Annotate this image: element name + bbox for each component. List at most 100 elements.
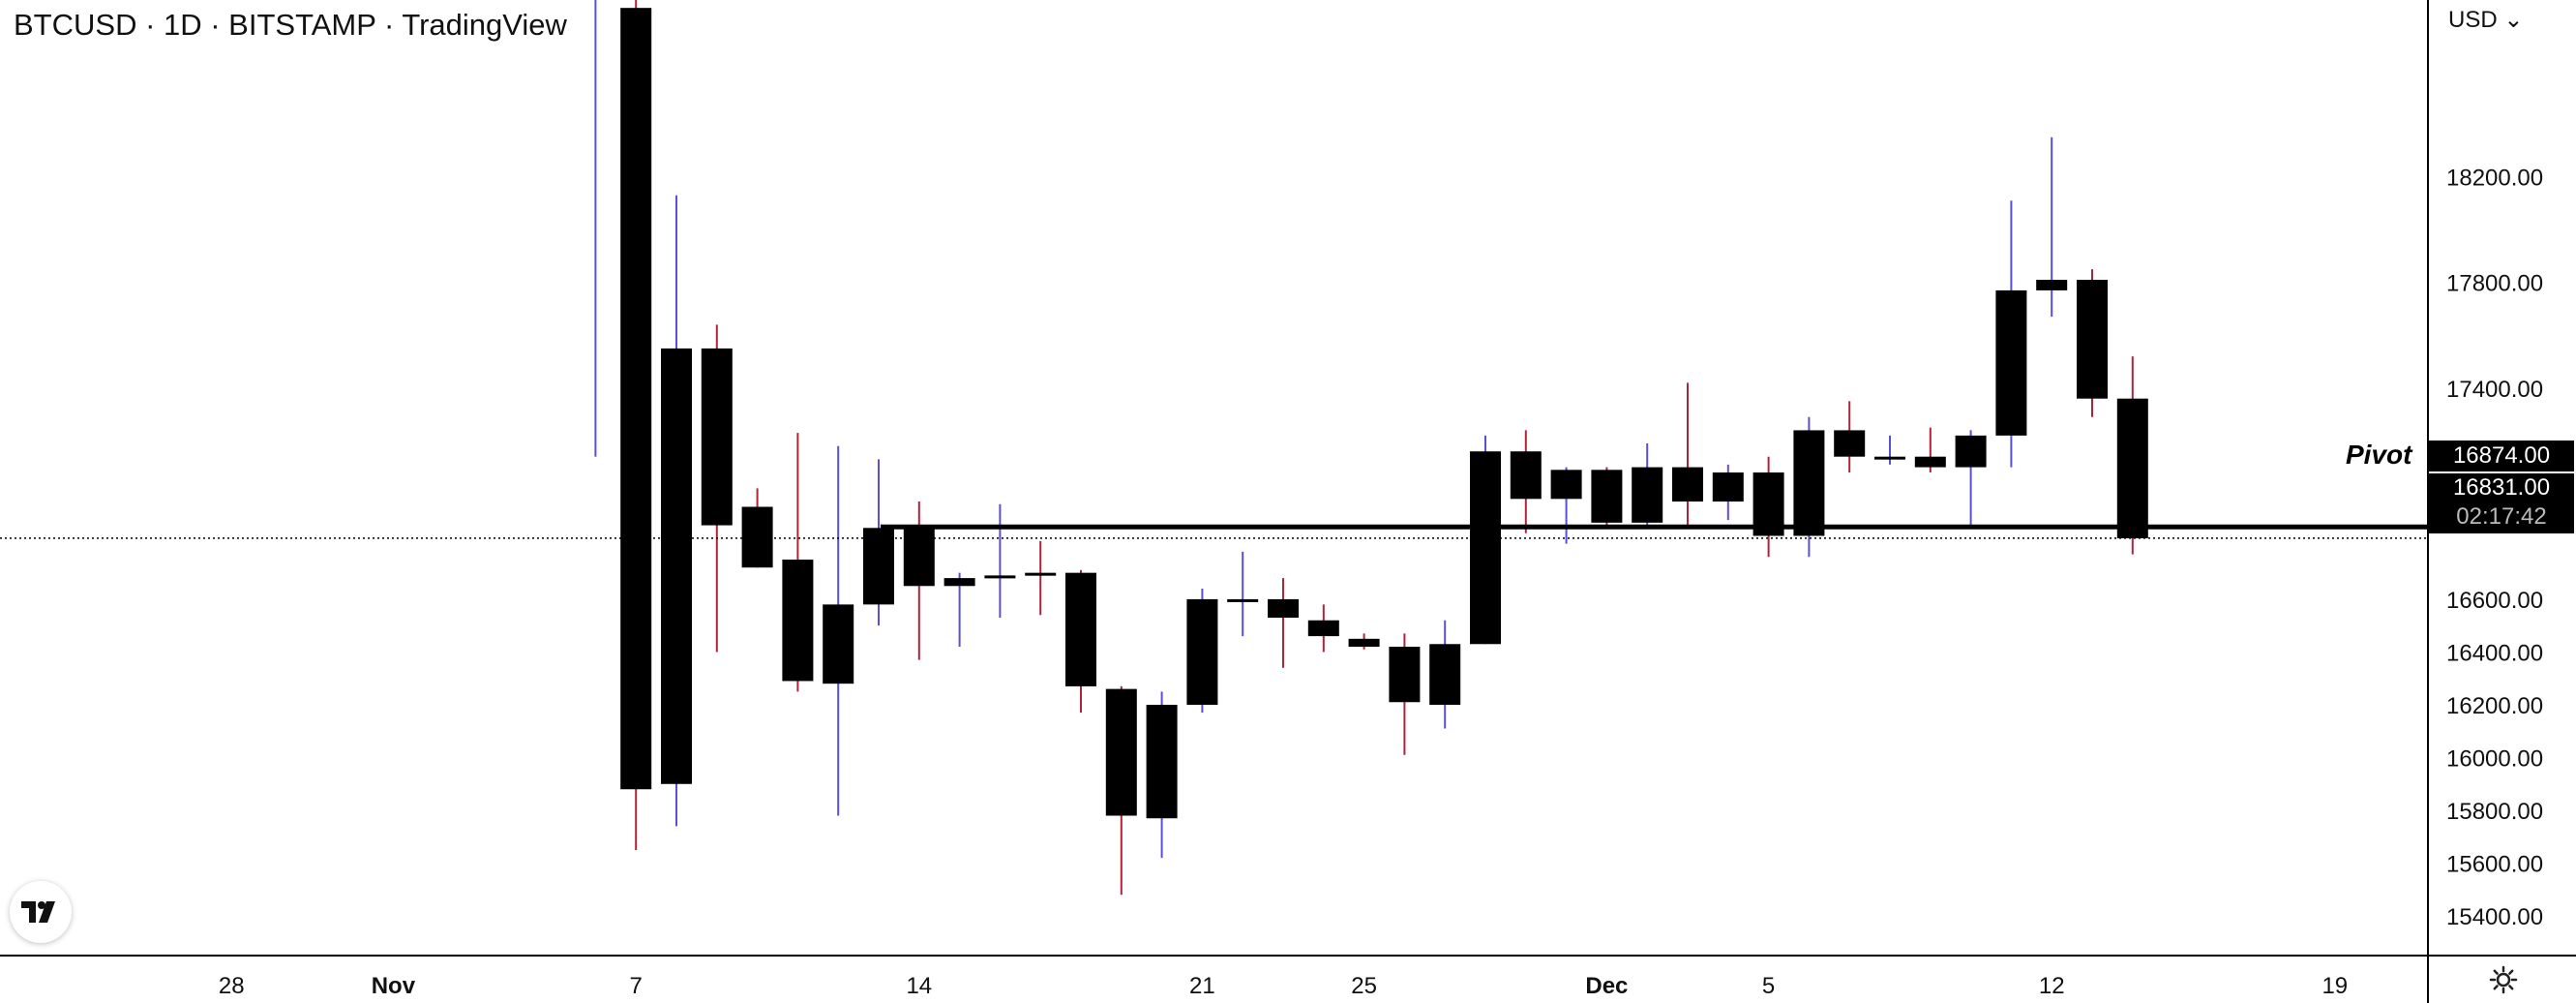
candle (984, 503, 1016, 619)
price-axis[interactable]: 15400.00 15600.00 15800.00 16000.00 16200.00… (2446, 166, 2543, 930)
candle (1591, 467, 1623, 529)
pivot-label: Pivot (2346, 440, 2412, 470)
candle (1995, 200, 2027, 468)
candle (741, 488, 773, 568)
candle (1510, 430, 1542, 533)
candle-body (741, 506, 773, 568)
x-tick-label: 28 (219, 973, 245, 999)
x-tick-label: 19 (2321, 973, 2348, 999)
currency-select[interactable]: USD ⌄ (2448, 6, 2523, 34)
chevron-down-icon: ⌄ (2503, 7, 2524, 33)
candle (1389, 633, 1421, 755)
candle (1146, 691, 1178, 859)
y-tick-label: 17800.00 (2446, 271, 2543, 297)
candle-body (1348, 638, 1380, 647)
y-tick-label: 15600.00 (2446, 852, 2543, 878)
x-tick-label: 5 (1762, 973, 1775, 999)
x-tick-label: Nov (372, 973, 416, 999)
y-tick-label: 17400.00 (2446, 377, 2543, 403)
gear-icon[interactable] (2489, 965, 2518, 999)
x-tick-label: 14 (906, 973, 932, 999)
candle (863, 459, 894, 626)
candle (1268, 578, 1299, 668)
candle (2116, 356, 2148, 555)
x-tick-label: 12 (2039, 973, 2065, 999)
candle-body (1712, 472, 1744, 502)
candle (1025, 540, 1057, 616)
candle (701, 324, 733, 653)
candle-body (1186, 598, 1218, 705)
candle (1105, 685, 1137, 896)
tradingview-logo-glyph (21, 901, 55, 923)
candle (1874, 435, 1905, 465)
x-tick-label: 25 (1351, 973, 1377, 999)
candle-body (661, 348, 692, 784)
chart-title: BTCUSD · 1D · BITSTAMP · TradingView (14, 8, 567, 42)
candle (2036, 137, 2068, 318)
candle-body (620, 8, 652, 790)
candle (944, 572, 975, 647)
candle-body (1429, 644, 1461, 705)
y-tick-label: 16600.00 (2446, 588, 2543, 614)
candle (594, 0, 597, 457)
candle-body (701, 348, 733, 526)
candle-body (944, 578, 975, 587)
y-tick-label: 15800.00 (2446, 799, 2543, 825)
time-axis[interactable]: 28 Nov 7 14 21 25 Dec 5 12 19 (219, 973, 2348, 999)
candle-body (1874, 456, 1905, 460)
candle-body (2077, 280, 2108, 399)
candle-body (1307, 620, 1339, 637)
candle (1752, 456, 1784, 558)
candle-body (2116, 398, 2148, 538)
candle-body (1632, 467, 1663, 523)
candle-body (1834, 430, 1866, 457)
y-tick-label: 16200.00 (2446, 693, 2543, 719)
candle (1793, 416, 1825, 558)
candle (1227, 551, 1259, 637)
candle (1632, 443, 1663, 526)
candle-body (1914, 456, 1946, 468)
bar-countdown: 02:17:42 (2456, 503, 2547, 530)
candle-body (1510, 451, 1542, 500)
y-tick-label: 15400.00 (2446, 904, 2543, 930)
x-tick-label: 7 (630, 973, 643, 999)
candle (1672, 382, 1703, 526)
candle-body (1105, 688, 1137, 816)
candle (782, 433, 814, 692)
last-price-value: 16831.00 (2452, 474, 2551, 501)
tradingview-logo-icon[interactable] (10, 881, 72, 943)
candle-body (1550, 470, 1582, 500)
y-tick-label: 18200.00 (2446, 166, 2543, 192)
y-tick-label: 16000.00 (2446, 746, 2543, 773)
candles-layer (594, 0, 2148, 896)
candle (661, 195, 692, 827)
candle-body (1065, 572, 1096, 686)
gear-glyph (2489, 965, 2518, 994)
candle-body (2036, 280, 2068, 290)
candle (1550, 467, 1582, 544)
candle-body (1995, 289, 2027, 436)
candle (1065, 569, 1096, 714)
candle-body (1025, 572, 1057, 576)
candle-body (1672, 467, 1703, 502)
candle-body (1227, 598, 1259, 602)
last-price-tag: 16831.00 02:17:42 (2429, 473, 2574, 533)
candle (1186, 589, 1218, 714)
candle-body (1591, 470, 1623, 523)
candle-body (984, 575, 1016, 579)
candle (1429, 620, 1461, 729)
candle (1834, 401, 1866, 473)
candle (823, 445, 854, 816)
candle-body (1955, 435, 1987, 468)
candle-body (1470, 451, 1501, 645)
candle (1955, 430, 1987, 526)
candle-body (1793, 430, 1825, 536)
x-tick-label: 21 (1189, 973, 1215, 999)
y-tick-label: 16400.00 (2446, 640, 2543, 666)
candle (1307, 604, 1339, 653)
pivot-price-tag: 16874.00 (2429, 441, 2574, 471)
candle-body (782, 560, 814, 682)
candle (620, 0, 652, 850)
x-tick-label: Dec (1585, 973, 1628, 999)
